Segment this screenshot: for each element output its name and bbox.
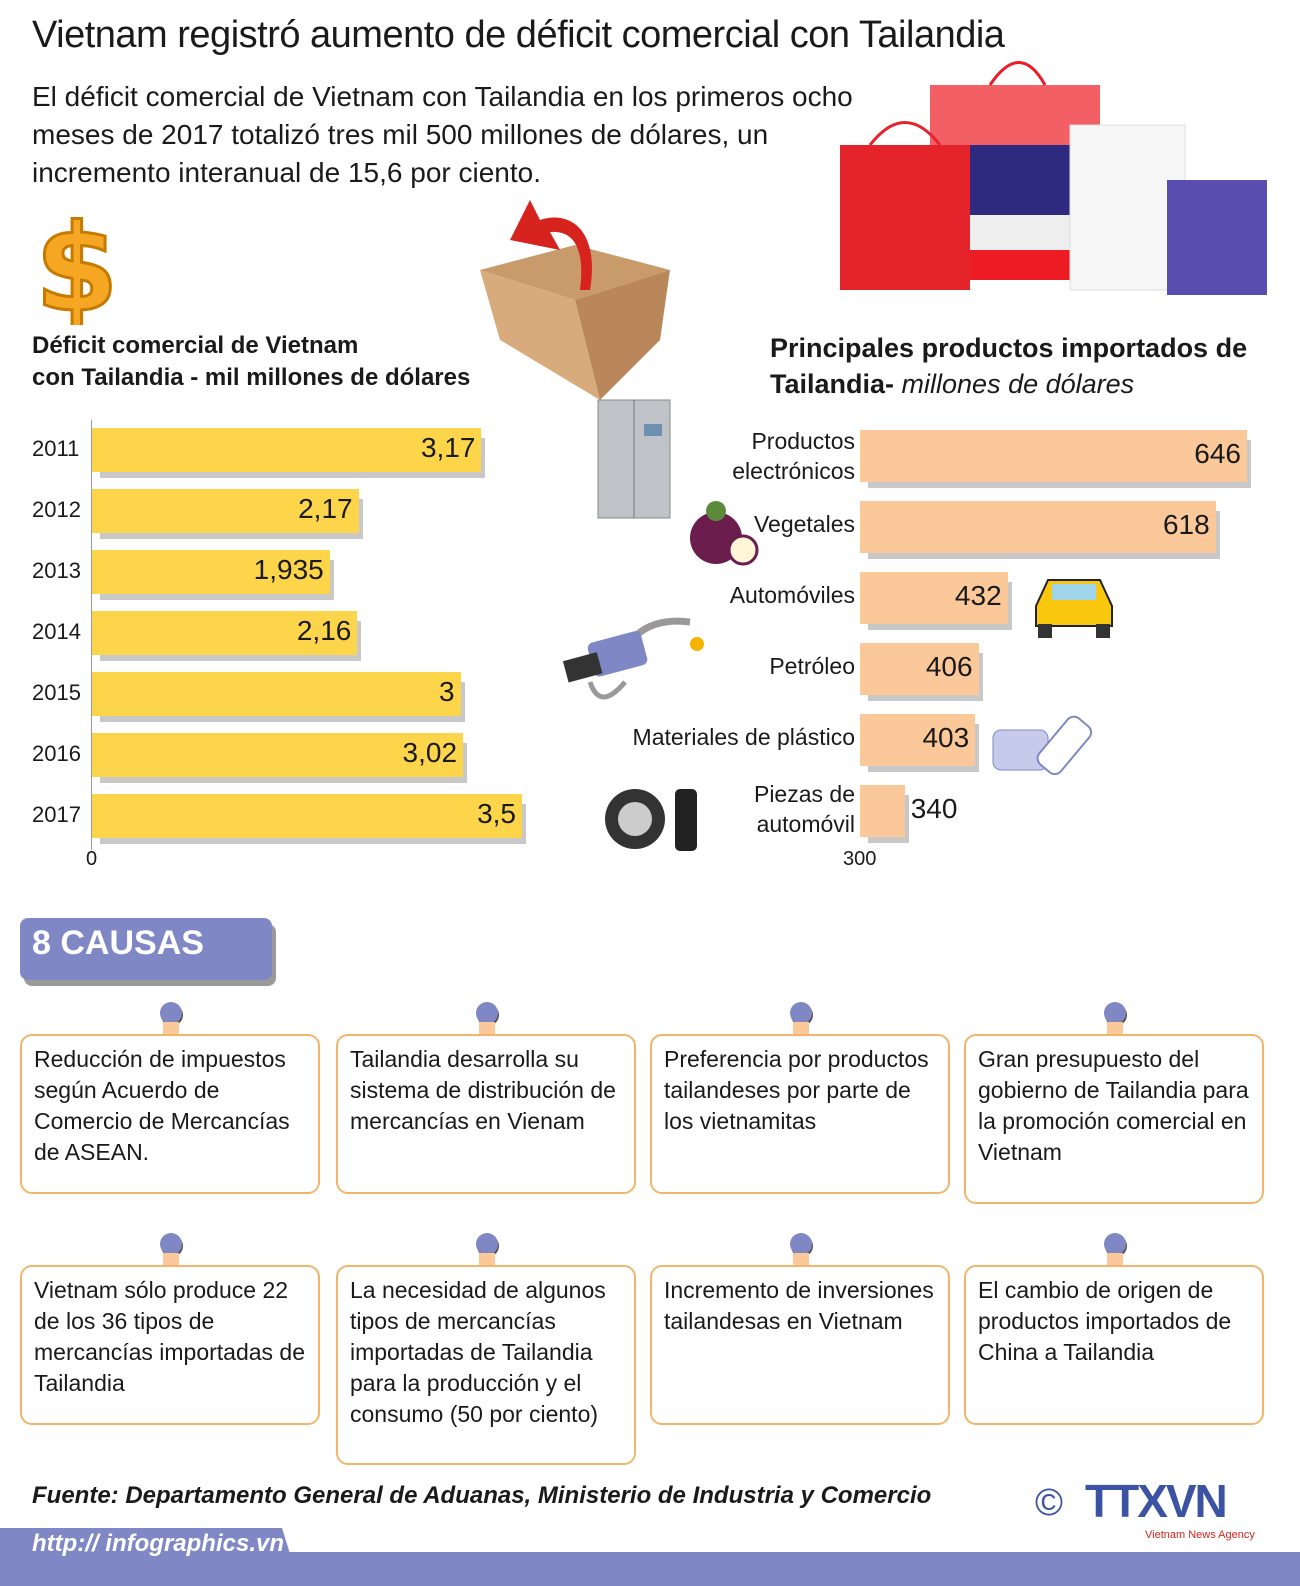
bar-value-label: 2,16 (296, 615, 352, 646)
bar-value-label: 3,17 (420, 432, 476, 463)
cause-marker-dot (160, 1002, 182, 1024)
import-bar: 406 (860, 643, 979, 695)
cause-marker-dot (790, 1002, 812, 1024)
footer-bar (0, 1528, 1300, 1586)
chart-unit: millones de dólares (894, 369, 1135, 399)
deficit-bar: 2,17 (92, 489, 359, 533)
year-label: 2015 (32, 680, 81, 705)
cause-connector (479, 1253, 495, 1265)
product-label: Petróleo (769, 653, 855, 679)
deficit-bar: 2,16 (92, 611, 358, 655)
bar-value-label: 3,02 (402, 737, 458, 768)
import-bar: 646 (860, 430, 1247, 482)
chart-title-line: con Tailandia - mil millones de dólares (32, 364, 471, 391)
cause-marker-dot (476, 1002, 498, 1024)
copyright-icon: © (1035, 1482, 1063, 1524)
bar-value-label: 2,17 (298, 493, 353, 524)
cause-card: El cambio de origen de productos importa… (964, 1265, 1264, 1425)
dollar-icon: $ (34, 210, 121, 325)
import-bar: 340 (860, 785, 957, 837)
cause-card: Incremento de inversiones tailandesas en… (650, 1265, 950, 1425)
open-box-icon (480, 200, 670, 400)
bar-value-label: 432 (954, 580, 1002, 611)
deficit-bar: 3,02 (92, 733, 464, 777)
bar-value-label: 3 (438, 676, 455, 707)
year-label: 2013 (32, 558, 81, 583)
bar-value-label: 403 (922, 722, 970, 753)
intro-text: El déficit comercial de Vietnam con Tail… (32, 81, 853, 188)
plastic-bottle-icon (992, 715, 1093, 776)
cause-card: Tailandia desarrolla su sistema de distr… (336, 1034, 636, 1194)
source-text: Fuente: Departamento General de Aduanas,… (32, 1482, 932, 1509)
bar-value-label: 618 (1162, 509, 1210, 540)
axis-line (91, 420, 92, 850)
deficit-chart-title: Déficit comercial de Vietnam con Tailandi… (32, 330, 470, 394)
chart-title-line: Déficit comercial de Vietnam (32, 332, 359, 359)
cause-connector (163, 1253, 179, 1265)
year-label: 2016 (32, 741, 81, 766)
imports-chart-title: Principales productos importados de Tail… (770, 330, 1300, 402)
cause-connector (1107, 1022, 1123, 1034)
cause-marker-dot (160, 1233, 182, 1255)
svg-text:$: $ (35, 210, 119, 325)
year-label: 2011 (32, 436, 80, 461)
cause-connector (793, 1022, 809, 1034)
logo-subtitle: Vietnam News Agency (1145, 1529, 1255, 1541)
year-label: 2017 (32, 802, 81, 827)
tire-icon (605, 789, 697, 851)
import-bar: 618 (860, 501, 1216, 553)
cause-marker-dot (1104, 1002, 1126, 1024)
deficit-bar: 3,17 (92, 428, 482, 472)
x-tick-label: 300 (843, 848, 877, 870)
bar-value-label: 3,5 (477, 798, 516, 829)
causes-heading: 8 CAUSAS (20, 918, 272, 980)
product-label: Piezas de automóvil (753, 781, 855, 837)
product-label: Automóviles (729, 582, 855, 608)
fuel-nozzle-icon (562, 617, 704, 700)
cause-connector (479, 1022, 495, 1034)
cause-connector (1107, 1253, 1123, 1265)
bar-value-label: 340 (910, 793, 958, 824)
deficit-bar: 3 (92, 672, 461, 716)
product-label: Materiales de plástico (632, 724, 855, 750)
ttxvn-logo: TTXVN (1085, 1475, 1228, 1527)
cause-card: Gran presupuesto del gobierno de Tailand… (964, 1034, 1264, 1204)
cause-card: Reducción de impuestos según Acuerdo de … (20, 1034, 320, 1194)
deficit-bar: 1,935 (92, 550, 330, 594)
year-label: 2014 (32, 619, 81, 644)
mangosteen-icon (690, 501, 759, 566)
deficit-bar: 3,5 (92, 794, 522, 838)
cause-connector (793, 1253, 809, 1265)
page-title: Vietnam registró aumento de déficit come… (32, 14, 1005, 56)
bar-value-label: 1,935 (253, 554, 324, 585)
chart-title: Principales productos importados de Tail… (770, 333, 1248, 399)
cause-marker-dot (790, 1233, 812, 1255)
year-label: 2012 (32, 497, 81, 522)
cause-marker-dot (1104, 1233, 1126, 1255)
import-bar: 432 (860, 572, 1008, 624)
refrigerator-icon (597, 399, 671, 519)
cause-card: Vietnam sólo produce 22 de los 36 tipos … (20, 1265, 320, 1425)
car-icon (1035, 579, 1113, 638)
website-link[interactable]: http:// infographics.vn (32, 1530, 284, 1557)
import-bar: 403 (860, 714, 976, 766)
cause-card: La necesidad de algunos tipos de mercanc… (336, 1265, 636, 1465)
shopping-bags-icon (840, 61, 1267, 295)
x-tick-label: 0 (86, 848, 98, 870)
cause-card: Preferencia por productos tailandeses po… (650, 1034, 950, 1194)
product-label: Vegetales (753, 511, 855, 537)
cause-marker-dot (476, 1233, 498, 1255)
bar-value-label: 646 (1194, 438, 1241, 469)
product-label: Productos electrónicos (732, 428, 855, 484)
cause-connector (163, 1022, 179, 1034)
bar-value-label: 406 (925, 651, 973, 682)
